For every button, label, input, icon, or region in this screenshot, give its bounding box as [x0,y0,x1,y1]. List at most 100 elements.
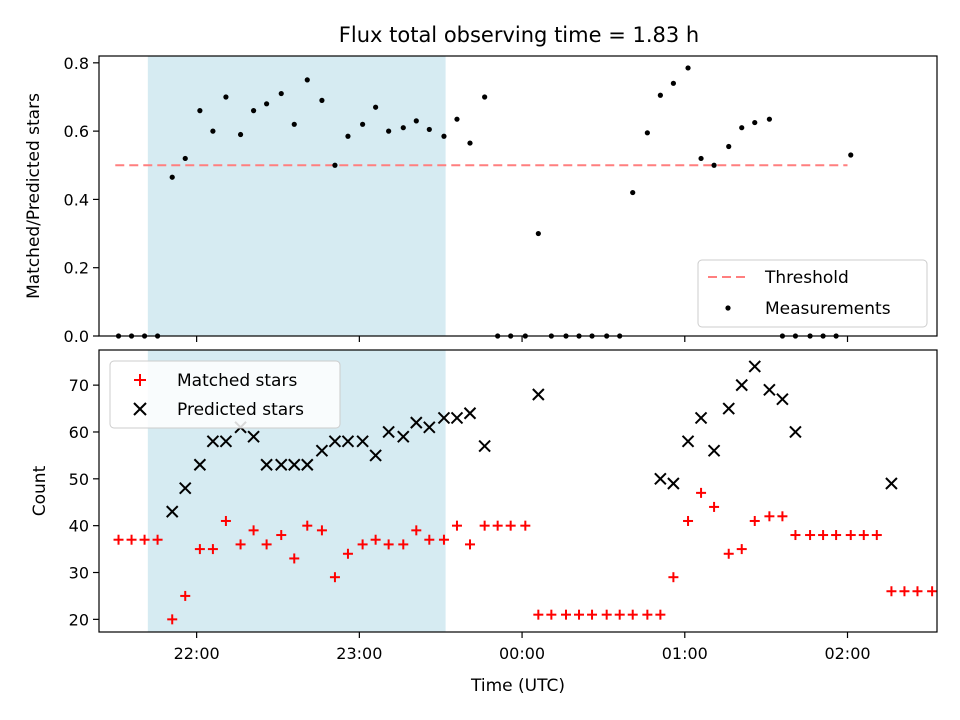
matched-star-point [749,515,760,526]
matched-star-point [601,609,612,620]
matched-star-point [329,572,340,583]
measurement-point [237,131,244,138]
matched-star-point [451,520,462,531]
predicted-legend-label: Predicted stars [177,400,304,420]
bottom-axes-frame [98,349,938,633]
predicted-star-point [382,425,395,439]
predicted-star-stroke-b [450,411,464,425]
predicted-star-point [748,360,761,373]
predicted-legend-swatch [133,402,147,416]
predicted-star-stroke-b [341,435,355,448]
predicted-star-point [437,411,451,425]
measurement-point [197,108,203,114]
matched-star-point [505,520,516,531]
measurement-point [400,125,406,131]
predicted-star-point [667,477,680,490]
matched-star-point [235,539,246,550]
measurement-point [711,162,717,168]
matched-star-point [289,553,300,564]
matched-star-point [683,515,694,526]
matched-star-point [411,525,422,536]
measurement-point [535,230,541,237]
bottom-y-ticks: 20 30 40 50 60 70 [69,376,99,629]
matched-star-point [831,530,842,541]
measurement-point [332,162,338,168]
predicted-star-point [219,435,233,448]
measurement-point [670,80,676,86]
predicted-star-point [776,392,789,406]
matched-star-point [126,534,137,545]
predicted-star-point [694,411,708,425]
matched-star-point [302,520,313,531]
predicted-star-stroke-b [275,458,288,471]
predicted-star-point [193,458,207,471]
measurement-point [685,65,691,71]
measurement-point [386,128,392,134]
matched-star-point [642,609,653,620]
matched-star-point [845,530,856,541]
predicted-star-stroke-b [179,481,192,495]
bottom-panel: 20 30 40 50 60 70 22:00 23:00 00:00 01:00 02:00 C… [30,349,938,696]
predicted-star-stroke-b [722,402,735,415]
measurements-legend-label: Measurements [765,299,891,319]
bottom-ytick-label: 40 [69,517,89,536]
predicted-star-point [722,402,735,415]
predicted-star-point [341,435,355,448]
predicted-star-stroke-b [206,435,220,448]
predicted-star-stroke-b [301,458,314,471]
predicted-star-point [423,421,436,434]
predicted-star-point [179,481,192,495]
matched-star-point [194,544,205,555]
matched-star-point [561,609,572,620]
measurement-point [304,77,310,83]
matched-star-point [777,511,788,522]
predicted-star-stroke-b [694,411,708,425]
matched-star-point [899,586,910,597]
predicted-star-stroke-b [423,421,436,434]
predicted-star-point [275,458,288,471]
predicted-star-stroke-b [397,430,410,443]
predicted-star-point [654,472,667,486]
matched-star-point [342,548,353,559]
matched-star-point [871,530,882,541]
top-y-axis-label: Matched/Predicted stars [24,93,44,299]
predicted-star-stroke-b [219,435,233,448]
matched-star-point [696,487,707,498]
predicted-star-point [532,388,545,401]
predicted-star-point [463,407,477,420]
bottom-ytick-label: 30 [69,564,89,583]
measurement-point [413,118,419,124]
predicted-star-point [763,383,776,397]
matched-star-point [383,539,394,550]
matched-star-point [152,534,163,545]
measurement-point [698,155,704,162]
matched-legend-swatch [134,374,146,386]
predicted-star-stroke-b [193,458,207,471]
measurement-points [115,65,854,339]
measurement-point [360,121,366,127]
predicted-star-stroke-b [288,458,301,471]
predicted-star-point [328,435,342,448]
measurement-point [169,174,175,180]
measurement-point [657,92,663,98]
measurement-point [182,155,188,162]
bottom-xtick-label: 22:00 [174,644,220,663]
matched-star-point [438,534,449,545]
matched-star-point [533,609,544,620]
matched-star-point [668,572,679,583]
top-y-ticks: 0.0 0.2 0.4 0.6 0.8 [64,54,99,346]
predicted-star-stroke-b [166,505,179,518]
matched-star-point [587,609,598,620]
predicted-star-stroke-b [437,411,451,425]
measurement-point [630,189,636,196]
matched-star-point [479,520,490,531]
measurement-point [426,126,432,133]
measurement-point [441,133,447,139]
bottom-xtick-label: 23:00 [336,644,382,663]
top-legend-box [697,259,928,328]
measurement-point [454,116,460,122]
predicted-star-stroke-b [748,360,761,373]
bottom-xtick-label: 02:00 [824,644,870,663]
measurement-point [848,152,854,158]
